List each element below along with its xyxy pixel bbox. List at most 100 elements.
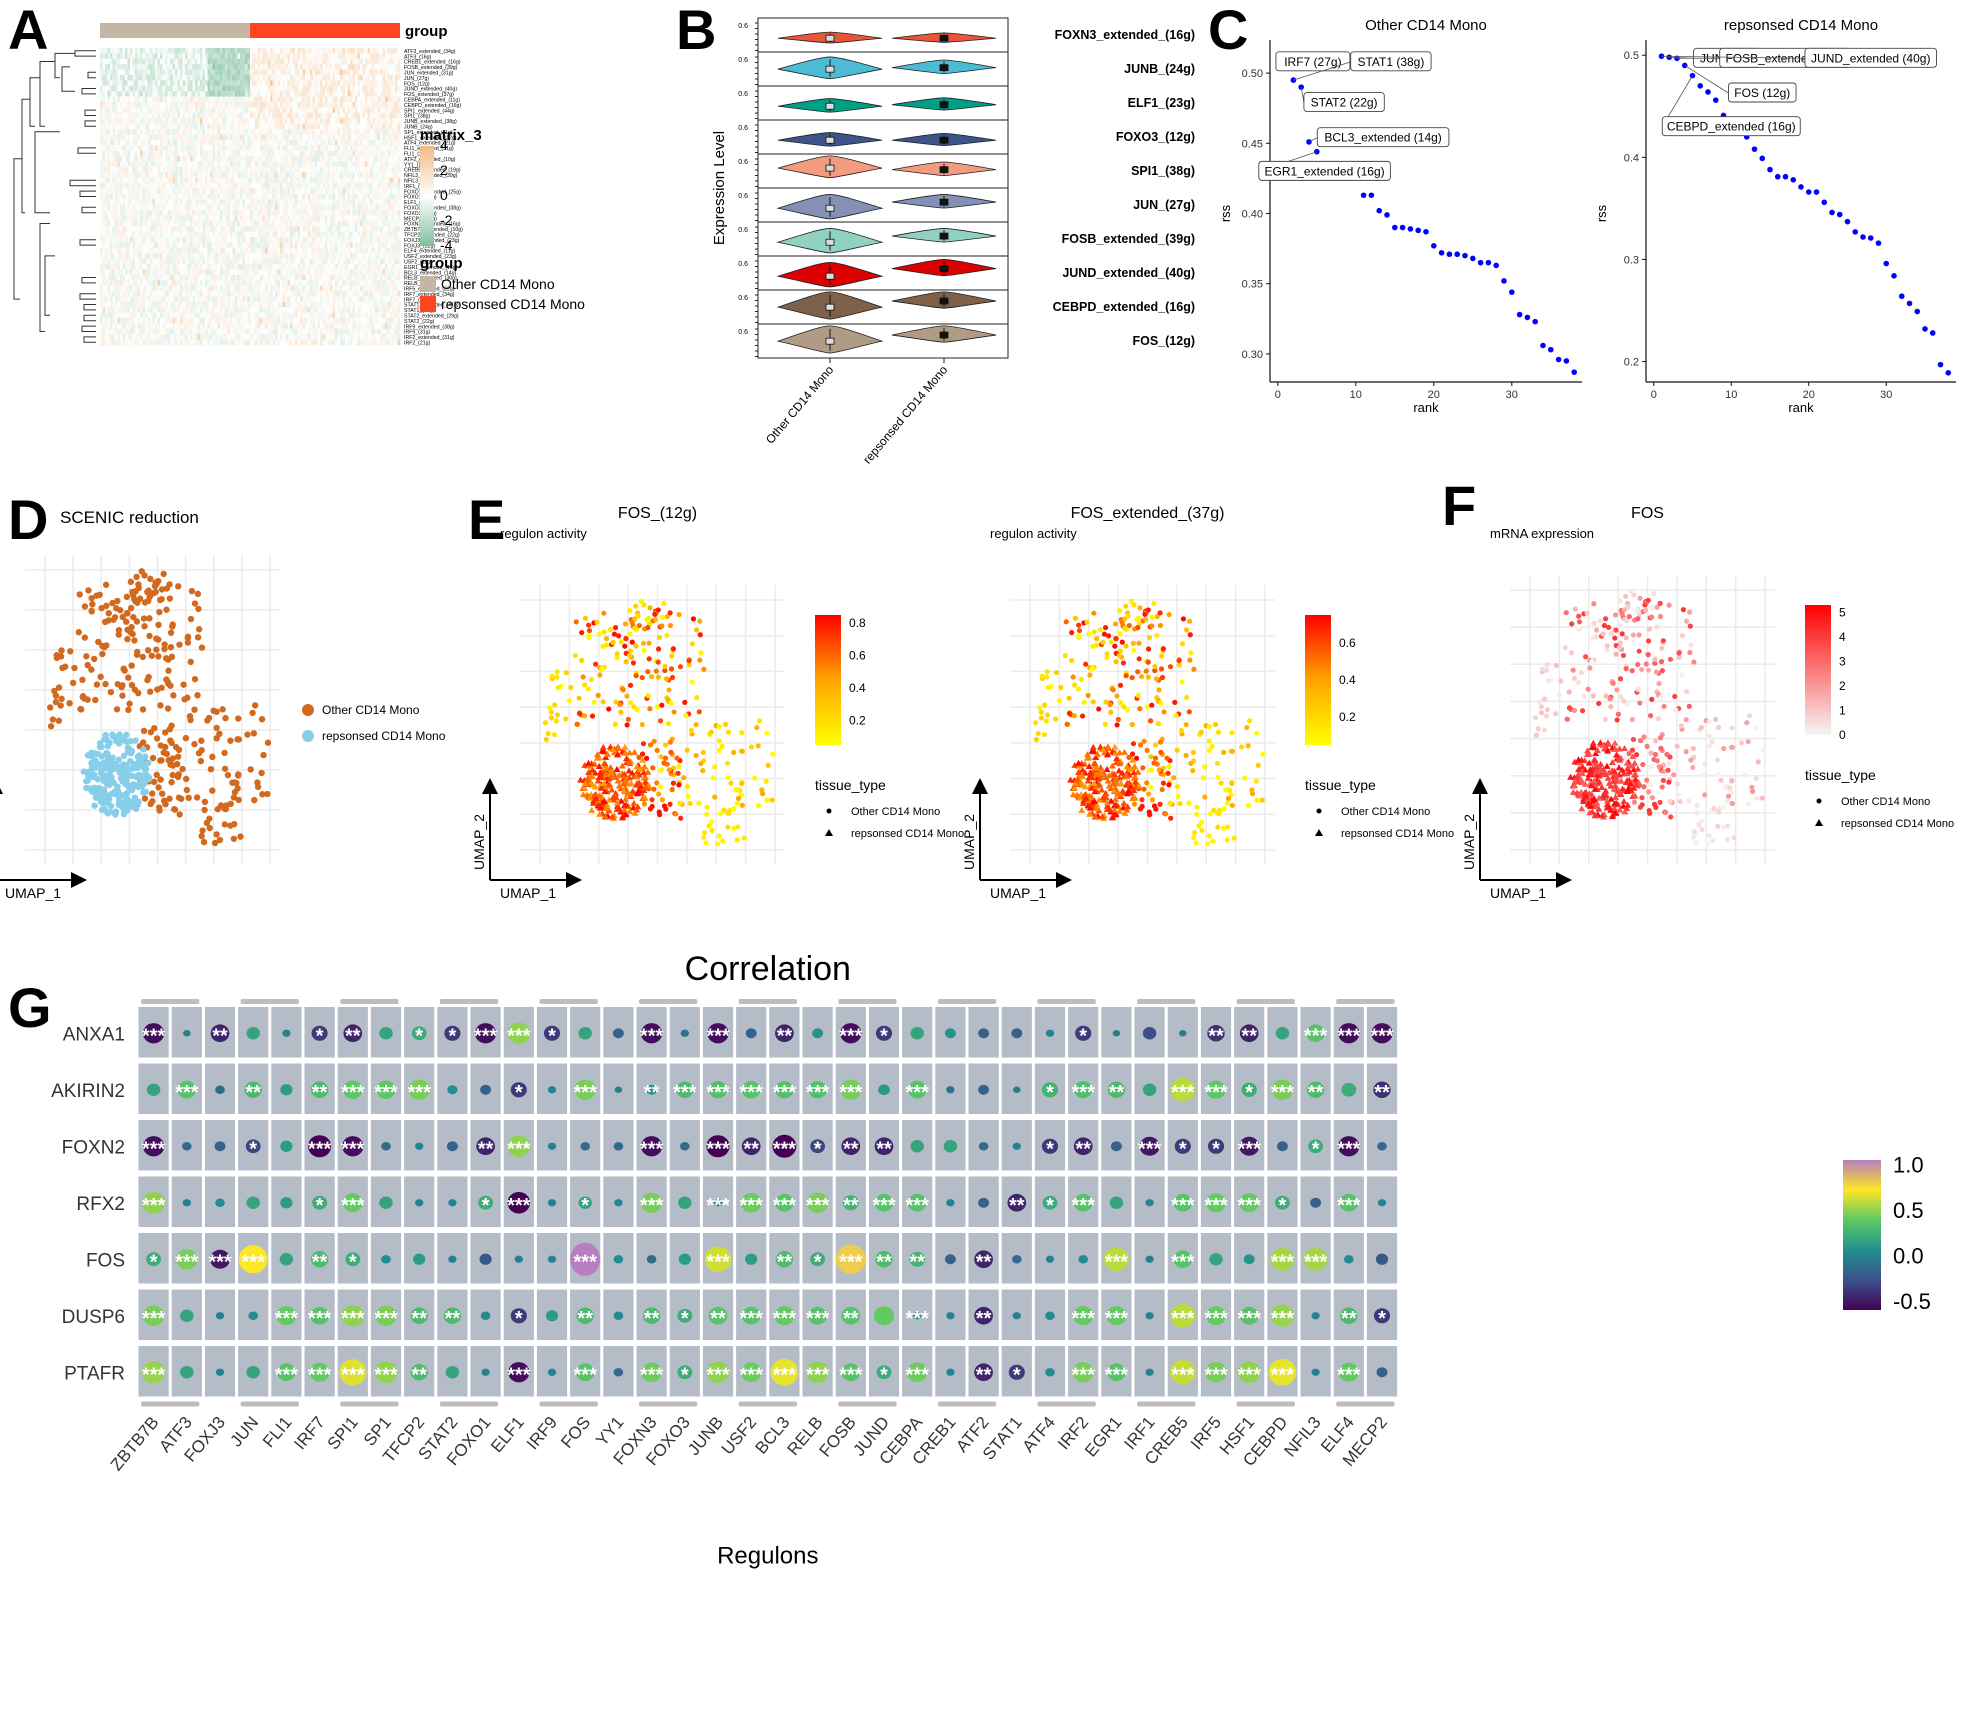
heatmap-cell bbox=[240, 75, 243, 81]
heatmap-cell bbox=[287, 242, 291, 248]
heatmap-cell bbox=[345, 242, 348, 248]
heatmap-cell bbox=[297, 258, 301, 265]
heatmap-cell bbox=[277, 102, 281, 108]
heatmap-cell bbox=[297, 220, 301, 227]
heatmap-cell bbox=[117, 156, 121, 162]
heatmap-cell bbox=[210, 69, 213, 76]
heatmap-cell bbox=[140, 118, 143, 124]
heatmap-cell bbox=[242, 161, 246, 167]
heatmap-cell bbox=[137, 253, 141, 259]
heatmap-cell bbox=[285, 91, 288, 97]
heatmap-cell bbox=[227, 188, 231, 194]
heatmap-cell bbox=[347, 64, 351, 70]
heatmap-cell bbox=[272, 172, 276, 178]
heatmap-cell bbox=[327, 58, 331, 65]
heatmap-cell bbox=[182, 264, 186, 270]
heatmap-cell bbox=[140, 53, 143, 59]
heatmap-cell bbox=[117, 112, 121, 119]
heatmap-cell bbox=[260, 91, 263, 97]
heatmap-cell bbox=[375, 107, 378, 113]
heatmap-cell bbox=[152, 166, 156, 173]
heatmap-cell bbox=[302, 48, 306, 54]
heatmap-cell bbox=[395, 156, 398, 162]
heatmap-cell bbox=[242, 226, 246, 232]
heatmap-cell bbox=[230, 85, 233, 92]
heatmap-cell bbox=[270, 69, 273, 76]
heatmap-cell bbox=[352, 258, 356, 265]
heatmap-cell bbox=[360, 177, 363, 184]
heatmap-cell bbox=[112, 215, 116, 221]
heatmap-cell bbox=[175, 156, 178, 162]
heatmap-cell bbox=[285, 118, 288, 124]
heatmap-cell bbox=[122, 161, 126, 167]
heatmap-cell bbox=[152, 75, 156, 81]
heatmap-cell bbox=[260, 129, 263, 135]
heatmap-cell bbox=[247, 118, 251, 124]
heatmap-cell bbox=[147, 91, 151, 97]
heatmap-cell bbox=[260, 210, 263, 216]
heatmap-cell bbox=[190, 102, 193, 108]
heatmap-cell bbox=[202, 177, 206, 184]
heatmap-cell bbox=[207, 172, 211, 178]
heatmap-cell bbox=[167, 156, 171, 162]
heatmap-cell bbox=[312, 53, 316, 59]
heatmap-cell bbox=[137, 183, 141, 189]
heatmap-cell bbox=[165, 64, 168, 70]
heatmap-cell bbox=[222, 204, 226, 211]
heatmap-cell bbox=[270, 118, 273, 124]
heatmap-cell bbox=[372, 48, 376, 54]
heatmap-cell bbox=[155, 247, 158, 254]
heatmap-cell bbox=[302, 199, 306, 205]
heatmap-cell bbox=[180, 177, 183, 184]
heatmap-cell bbox=[112, 96, 116, 103]
heatmap-cell bbox=[195, 139, 198, 146]
heatmap-cell bbox=[145, 107, 148, 113]
heatmap-cell bbox=[212, 226, 216, 232]
heatmap-cell bbox=[355, 253, 358, 259]
heatmap-cell bbox=[207, 264, 211, 270]
heatmap-cell bbox=[195, 247, 198, 254]
heatmap-cell bbox=[170, 226, 173, 232]
heatmap-cell bbox=[272, 264, 276, 270]
heatmap-cell bbox=[192, 91, 196, 97]
heatmap-cell bbox=[217, 183, 221, 189]
heatmap-cell bbox=[350, 102, 353, 108]
heatmap-cell bbox=[125, 247, 128, 254]
heatmap-cell bbox=[117, 220, 121, 227]
heatmap-cell bbox=[262, 96, 266, 103]
heatmap-cell bbox=[337, 258, 341, 265]
heatmap-cell bbox=[297, 161, 301, 167]
heatmap-cell bbox=[247, 112, 251, 119]
heatmap-cell bbox=[380, 247, 383, 254]
heatmap-cell bbox=[232, 264, 236, 270]
heatmap-cell bbox=[205, 112, 208, 119]
heatmap-cell bbox=[315, 204, 318, 211]
heatmap-cell bbox=[102, 253, 106, 259]
heatmap-cell bbox=[347, 253, 351, 259]
heatmap-cell bbox=[192, 242, 196, 248]
heatmap-cell bbox=[207, 253, 211, 259]
heatmap-cell bbox=[322, 253, 326, 259]
heatmap-cell bbox=[157, 199, 161, 205]
heatmap-cell bbox=[310, 183, 313, 189]
heatmap-cell bbox=[137, 85, 141, 92]
heatmap-cell bbox=[147, 145, 151, 151]
heatmap-cell bbox=[162, 53, 166, 59]
heatmap-cell bbox=[170, 48, 173, 54]
heatmap-cell bbox=[150, 69, 153, 76]
heatmap-cell bbox=[355, 96, 358, 103]
heatmap-cell bbox=[162, 107, 166, 113]
heatmap-cell bbox=[350, 123, 353, 130]
heatmap-cell bbox=[180, 247, 183, 254]
heatmap-cell bbox=[250, 253, 253, 259]
heatmap-cell bbox=[227, 80, 231, 86]
heatmap-cell bbox=[250, 269, 253, 275]
heatmap-cell bbox=[392, 112, 396, 119]
heatmap-cell bbox=[207, 118, 211, 124]
heatmap-cell bbox=[142, 96, 146, 103]
heatmap-cell bbox=[287, 253, 291, 259]
heatmap-cell bbox=[110, 112, 113, 119]
heatmap-cell bbox=[262, 237, 266, 243]
heatmap-cell bbox=[330, 75, 333, 81]
heatmap-cell bbox=[152, 253, 156, 259]
